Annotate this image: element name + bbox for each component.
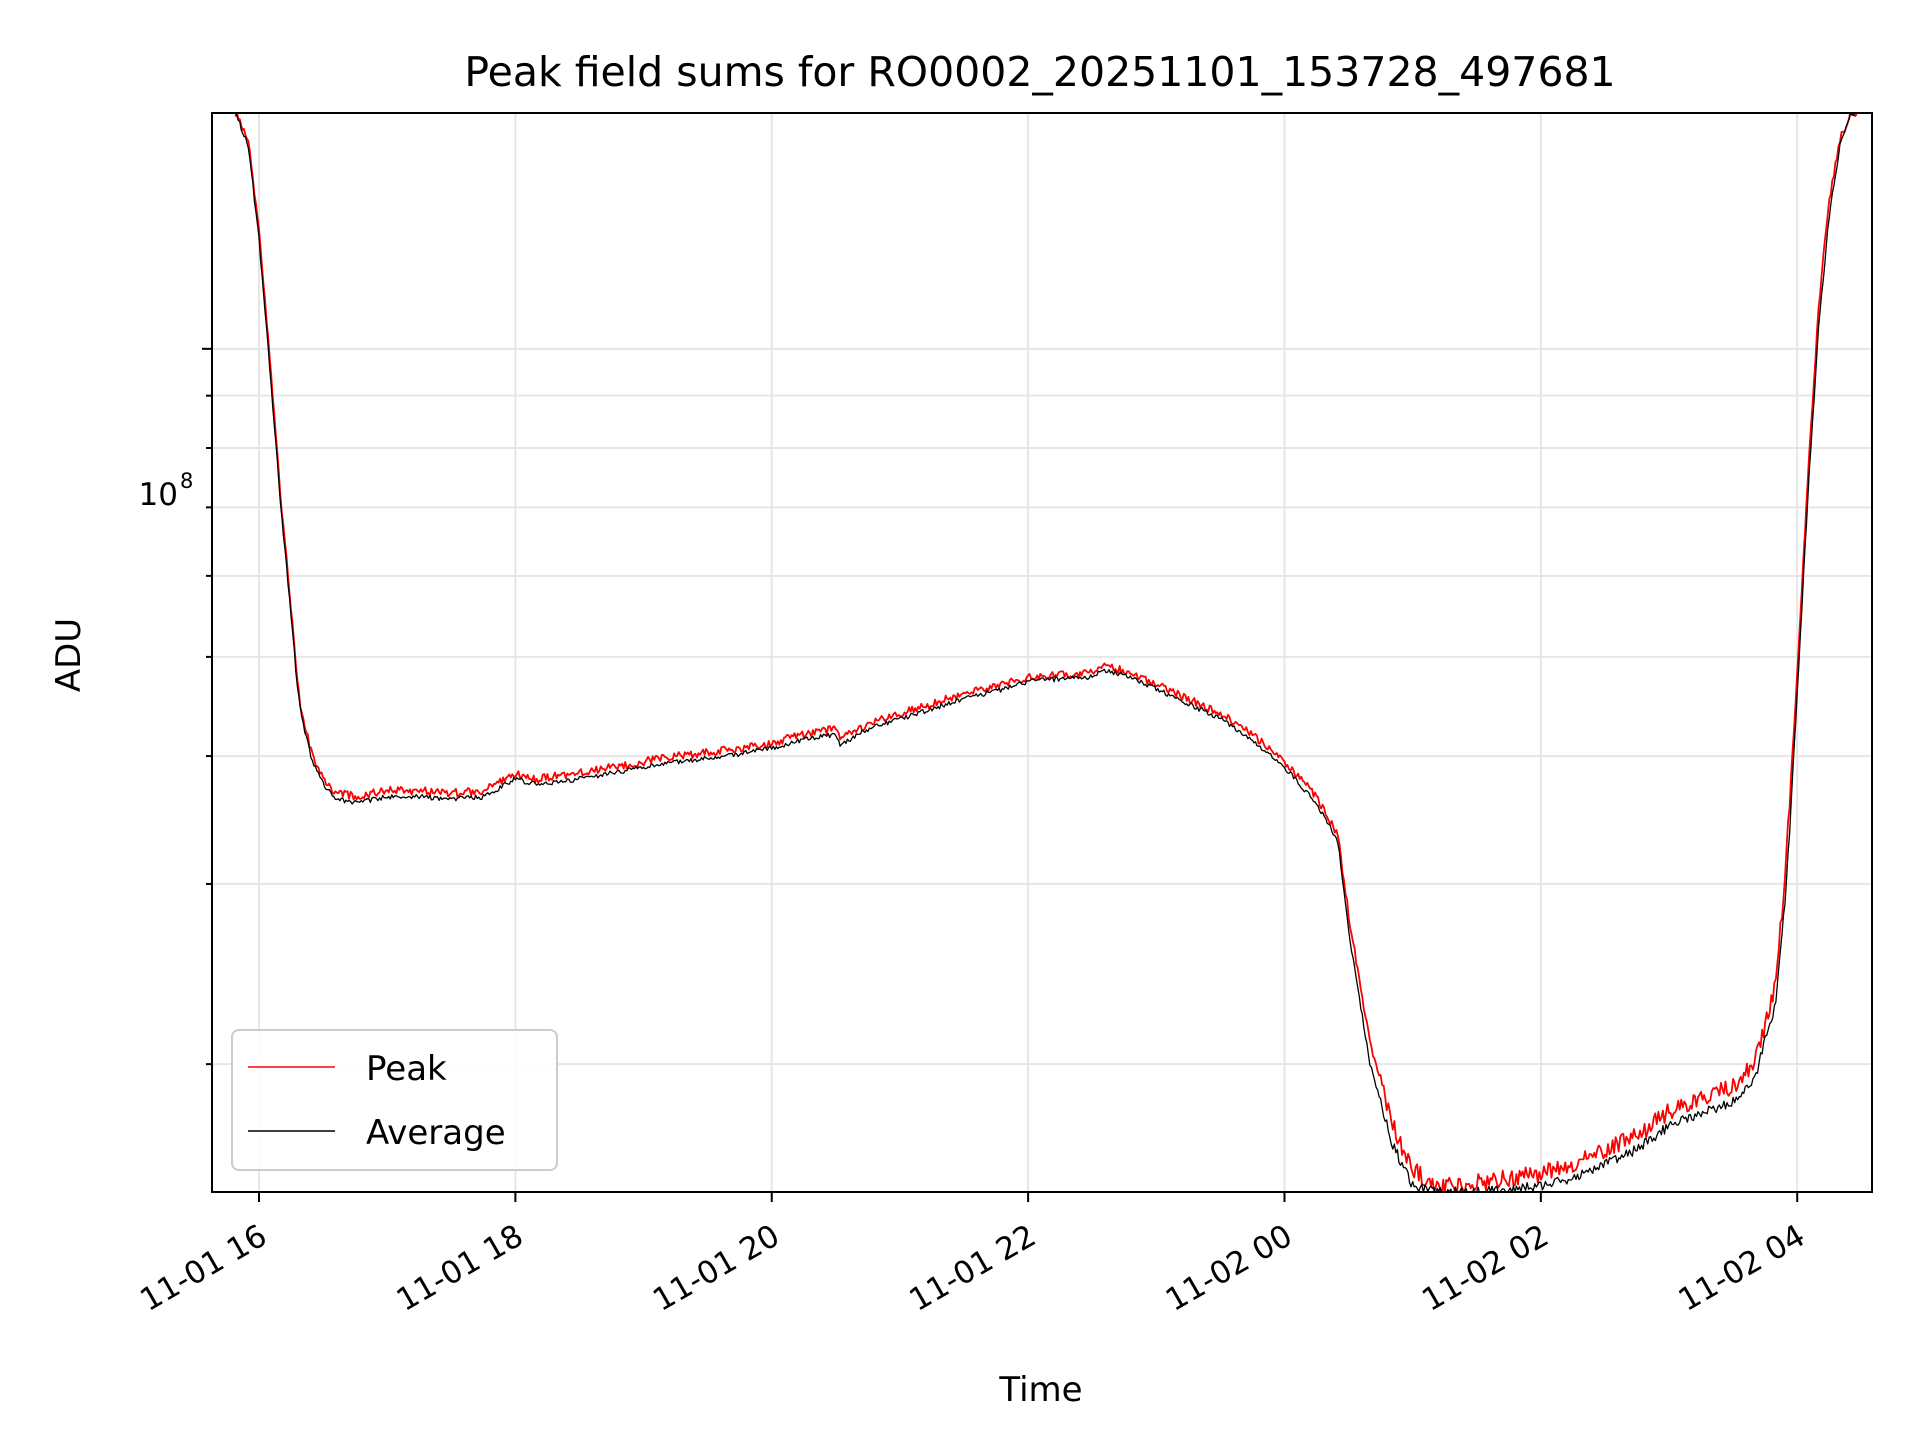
- chart-title: Peak field sums for RO0002_20251101_1537…: [464, 48, 1615, 96]
- series-line-average: [234, 113, 1857, 1192]
- series-group: [234, 113, 1858, 1192]
- y-tick-base: 10: [139, 477, 178, 513]
- y-tick-exponent: 8: [180, 469, 193, 493]
- grid: [212, 113, 1872, 1192]
- legend-label-average: Average: [366, 1113, 506, 1153]
- legend-label-peak: Peak: [366, 1049, 447, 1089]
- y-axis-label: ADU: [49, 618, 89, 692]
- series-line-peak: [234, 113, 1858, 1192]
- legend: Peak Average: [231, 1029, 558, 1171]
- y-tick-label-major: 10 8: [139, 469, 194, 513]
- plot-frame: [211, 112, 1873, 1193]
- x-axis-label: Time: [998, 1370, 1082, 1410]
- legend-box: [231, 1029, 558, 1171]
